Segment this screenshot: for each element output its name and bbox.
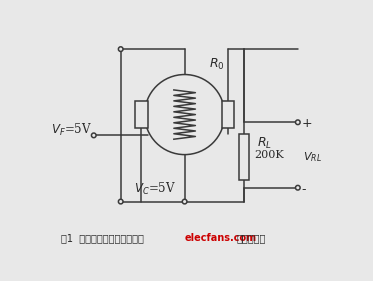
Text: $V_F$=5V: $V_F$=5V (51, 122, 93, 138)
Text: -: - (302, 183, 306, 196)
Text: +: + (302, 117, 312, 130)
Circle shape (145, 74, 225, 155)
Text: $V_C$=5V: $V_C$=5V (134, 181, 176, 197)
Text: $R_L$: $R_L$ (257, 135, 272, 151)
Text: $R_0$: $R_0$ (209, 57, 225, 72)
Text: 200K: 200K (254, 150, 284, 160)
Circle shape (91, 133, 96, 138)
Circle shape (182, 199, 187, 204)
Text: $V_{RL}$: $V_{RL}$ (303, 150, 322, 164)
Bar (222, 101, 234, 128)
Circle shape (295, 120, 300, 124)
Circle shape (118, 199, 123, 204)
Circle shape (295, 185, 300, 190)
Text: elecfans.com: elecfans.com (185, 233, 257, 243)
Text: 电子发烧友: 电子发烧友 (236, 233, 266, 243)
Text: 图1  气敏传感器的测试电路，: 图1 气敏传感器的测试电路， (62, 233, 144, 243)
Bar (135, 101, 148, 128)
Bar (238, 134, 249, 180)
Circle shape (118, 47, 123, 51)
